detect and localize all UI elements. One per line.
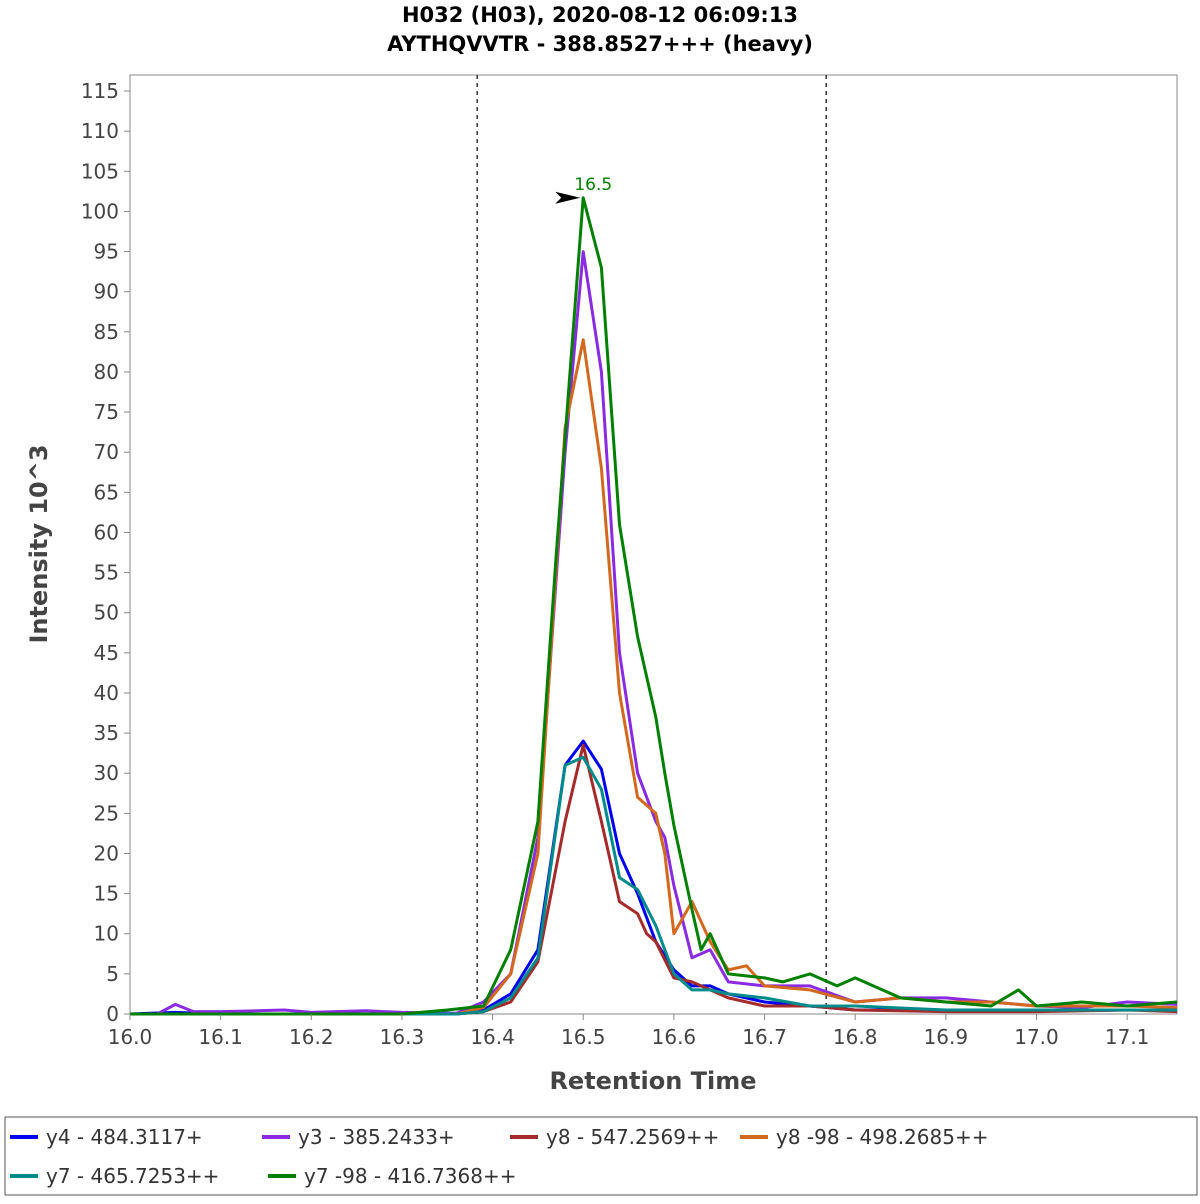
y-tick-label: 115 xyxy=(81,79,119,103)
y-tick-label: 35 xyxy=(94,721,119,745)
x-tick-label: 17.1 xyxy=(1105,1025,1150,1049)
series-line-6 xyxy=(130,196,1178,1016)
x-tick-label: 16.9 xyxy=(924,1025,969,1049)
series-layer xyxy=(129,196,1178,1016)
x-tick-label: 16.6 xyxy=(652,1025,697,1049)
peak-annotation: 16.5 xyxy=(555,175,612,204)
legend-label-3: y8 - 547.2569++ xyxy=(546,1125,719,1149)
legend-label-5: y7 - 465.7253++ xyxy=(46,1164,219,1188)
x-tick-label: 16.1 xyxy=(198,1025,243,1049)
y-tick-label: 105 xyxy=(81,159,119,183)
x-axis-ticks: 16.0 16.1 16.2 16.3 16.4 16.5 16.6 16.7 16.8 16.9… xyxy=(108,1014,1150,1049)
y-tick-label: 55 xyxy=(94,561,119,585)
legend: y4 - 484.3117+ y3 - 385.2433+ y8 - 547.256… xyxy=(10,1125,988,1188)
legend-label-6: y7 -98 - 416.7368++ xyxy=(304,1164,516,1188)
legend-box xyxy=(4,1116,1198,1196)
y-tick-label: 70 xyxy=(94,440,119,464)
x-tick-label: 16.4 xyxy=(470,1025,515,1049)
y-tick-label: 25 xyxy=(94,801,119,825)
x-tick-label: 17.0 xyxy=(1014,1025,1059,1049)
x-tick-label: 16.5 xyxy=(561,1025,606,1049)
y-tick-label: 10 xyxy=(94,922,119,946)
y-axis-label: Intensity 10^3 xyxy=(25,444,53,643)
y-tick-label: 80 xyxy=(94,360,119,384)
y-tick-label: 100 xyxy=(81,199,119,223)
y-tick-label: 15 xyxy=(94,882,119,906)
x-tick-label: 16.7 xyxy=(742,1025,787,1049)
y-tick-label: 0 xyxy=(106,1002,119,1026)
x-tick-label: 16.3 xyxy=(380,1025,425,1049)
legend-label-4: y8 -98 - 498.2685++ xyxy=(776,1125,988,1149)
x-tick-label: 16.2 xyxy=(289,1025,334,1049)
y-tick-label: 110 xyxy=(81,119,119,143)
legend-label-1: y4 - 484.3117+ xyxy=(46,1125,203,1149)
x-axis-label: Retention Time xyxy=(549,1067,756,1095)
chart-subtitle: AYTHQVVTR - 388.8527+++ (heavy) xyxy=(387,32,813,56)
y-tick-label: 85 xyxy=(94,320,119,344)
y-tick-label: 75 xyxy=(94,400,119,424)
y-tick-label: 20 xyxy=(94,841,119,865)
y-tick-label: 60 xyxy=(94,520,119,544)
peak-marker-arrow xyxy=(555,191,581,204)
peak-annotation-label: 16.5 xyxy=(574,175,612,195)
y-tick-label: 30 xyxy=(94,761,119,785)
y-tick-label: 40 xyxy=(94,681,119,705)
series-line-5 xyxy=(130,755,1177,1016)
x-tick-label: 16.8 xyxy=(833,1025,878,1049)
x-tick-label: 16.0 xyxy=(108,1025,153,1049)
y-tick-label: 65 xyxy=(94,480,119,504)
y-tick-label: 5 xyxy=(106,962,119,986)
y-tick-label: 90 xyxy=(94,280,119,304)
y-tick-label: 95 xyxy=(94,240,119,264)
plot-area xyxy=(129,74,1178,1015)
y-axis-ticks: 0 5 10 15 20 25 30 35 40 45 50 55 60 65 70 75 80 85 90 95 10… xyxy=(81,79,130,1026)
y-tick-label: 45 xyxy=(94,641,119,665)
legend-label-2: y3 - 385.2433+ xyxy=(298,1125,455,1149)
chart-title: H032 (H03), 2020-08-12 06:09:13 xyxy=(402,3,798,27)
y-tick-label: 50 xyxy=(94,601,119,625)
